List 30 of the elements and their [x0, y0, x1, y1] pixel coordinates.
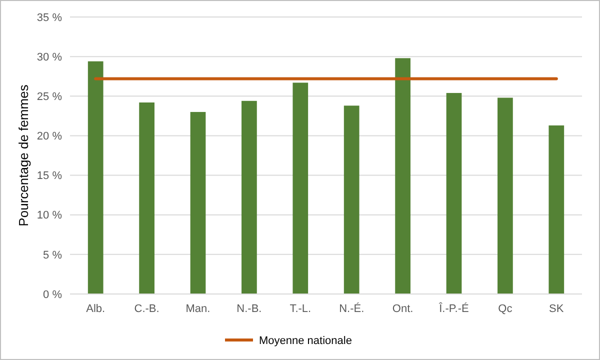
bar [139, 102, 154, 294]
y-tick-label: 30 % [36, 51, 62, 64]
bar [292, 82, 308, 294]
bar [446, 92, 462, 294]
bar [548, 125, 564, 294]
y-tick-label: 20 % [36, 130, 62, 143]
x-tick-label: Man. [186, 303, 210, 315]
bar [242, 100, 257, 294]
y-tick-label: 0 % [43, 288, 62, 301]
legend-label: Moyenne nationale [259, 334, 352, 347]
bar [498, 98, 513, 294]
bar [344, 106, 360, 294]
x-tick-label: T.-L. [290, 303, 312, 315]
y-tick-label: 25 % [36, 90, 62, 103]
y-tick-label: 10 % [36, 210, 62, 222]
bar [190, 112, 206, 294]
x-tick-label: N.-É. [339, 302, 364, 315]
x-tick-label: SK [549, 303, 564, 315]
x-tick-label: Î.-P.-É [438, 302, 469, 315]
x-tick-label: Qc [498, 303, 513, 315]
bar [88, 61, 104, 294]
x-tick-label: Ont. [392, 303, 414, 315]
x-tick-label: Alb. [86, 303, 106, 315]
x-tick-label: C.-B. [134, 303, 160, 315]
y-tick-label: 5 % [43, 249, 62, 262]
bar [395, 58, 410, 294]
y-tick-label: 35 % [36, 12, 62, 24]
x-tick-label: N.-B. [236, 303, 262, 315]
y-axis-title: Pourcentage de femmes [16, 84, 31, 226]
y-tick-label: 15 % [36, 170, 62, 182]
